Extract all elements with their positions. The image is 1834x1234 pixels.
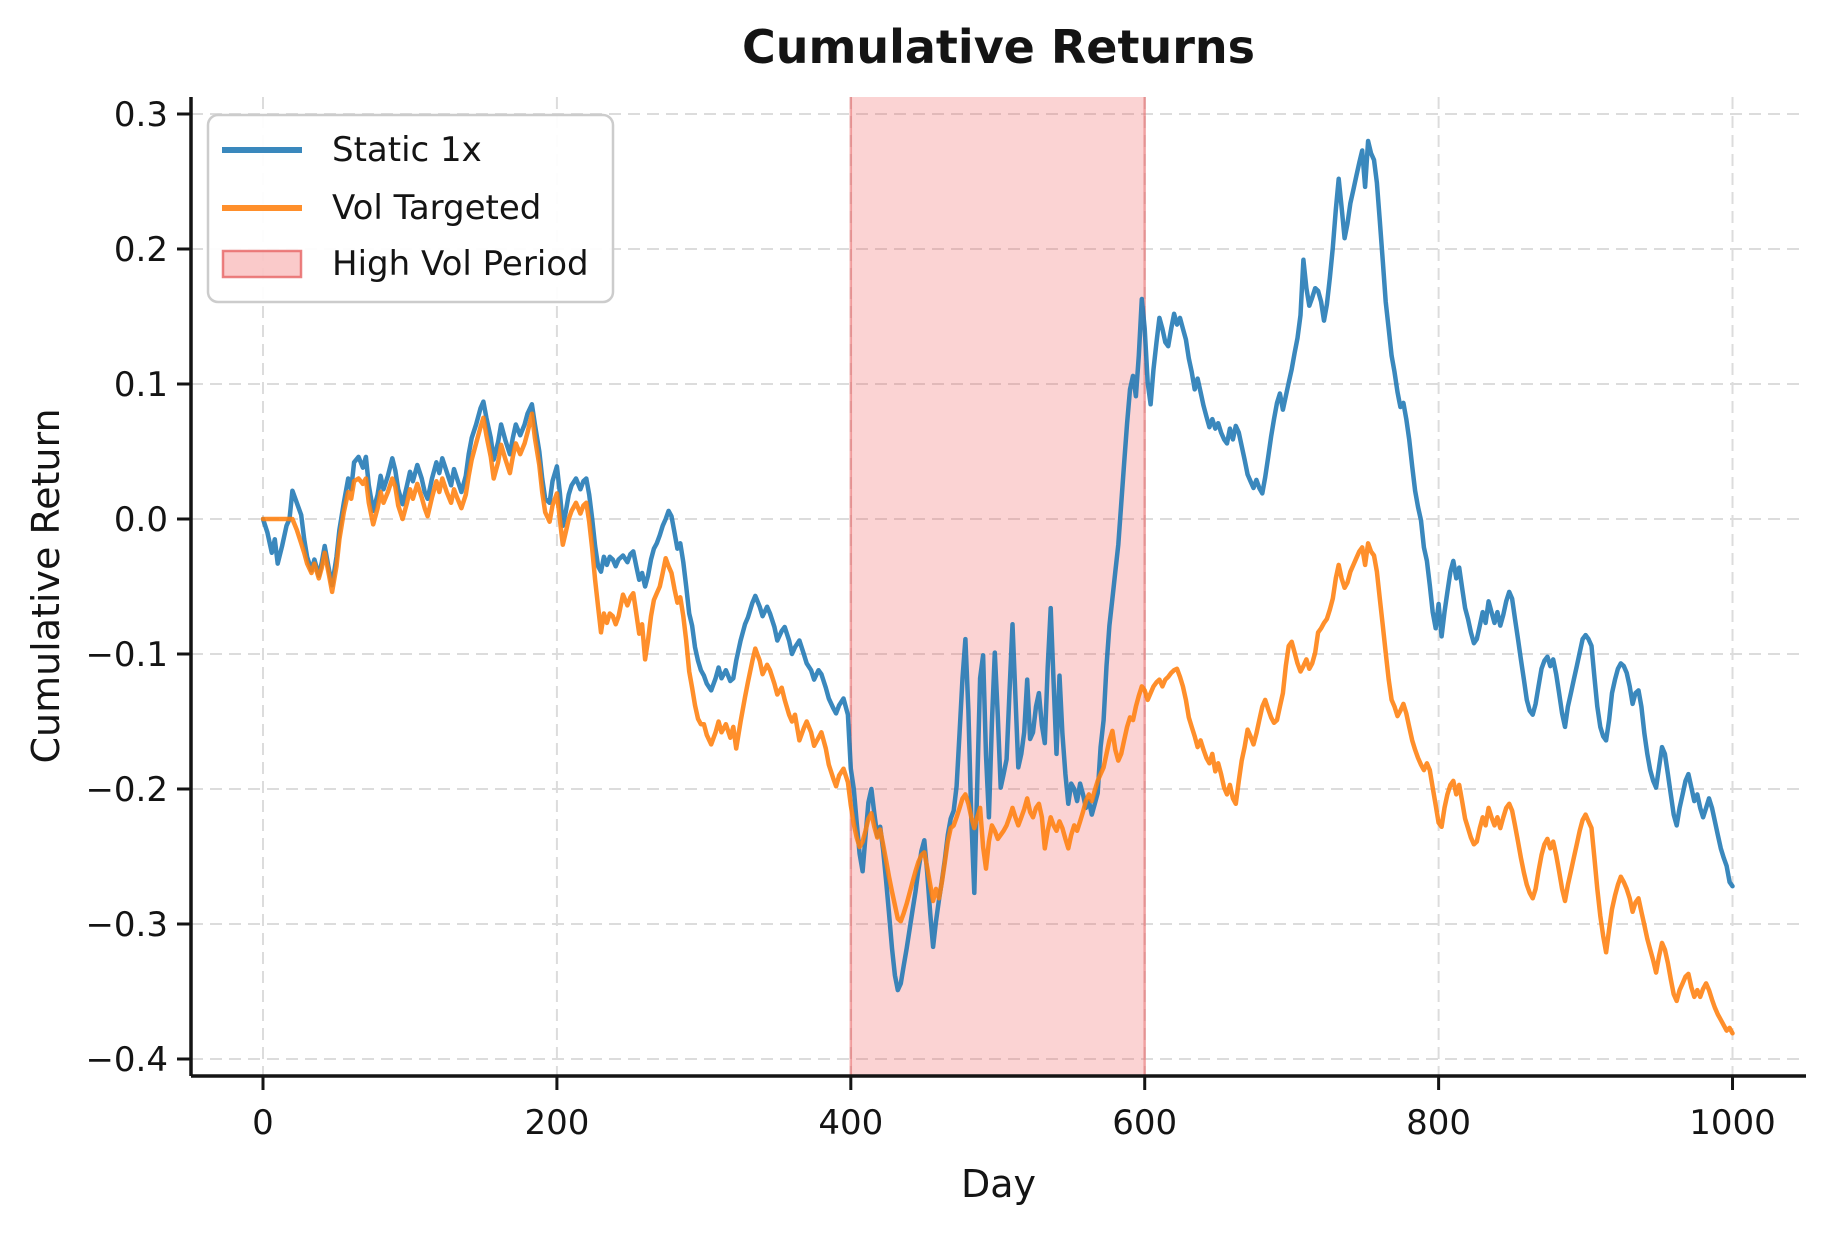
- y-tick-label: −0.1: [85, 635, 168, 675]
- y-tick-label: 0.2: [114, 230, 168, 270]
- legend-box: [206, 113, 615, 304]
- x-tick-label: 0: [252, 1103, 274, 1143]
- x-tick-label: 200: [524, 1103, 589, 1143]
- x-tick-label: 400: [818, 1103, 883, 1143]
- high-vol-band: [850, 97, 1145, 1076]
- legend-patch-swatch-high-vol: [221, 249, 303, 279]
- legend-label: Static 1x: [332, 130, 482, 170]
- y-tick-label: 0.0: [114, 500, 168, 540]
- series-line-static-1x: [260, 138, 1735, 993]
- x-axis-label: Day: [960, 1162, 1037, 1206]
- legend-label: High Vol Period: [332, 244, 589, 284]
- y-tick-label: −0.4: [85, 1040, 168, 1080]
- y-tick-label: 0.3: [114, 95, 168, 135]
- x-tick-label: 1000: [1689, 1103, 1776, 1143]
- y-tick-label: −0.3: [85, 905, 168, 945]
- legend-label: Vol Targeted: [332, 188, 541, 228]
- chart-title: Cumulative Returns: [741, 20, 1256, 74]
- y-tick-label: −0.2: [85, 770, 168, 810]
- series-line-vol-targeted: [260, 411, 1735, 1036]
- y-tick-label: 0.1: [114, 365, 168, 405]
- x-tick-label: 600: [1112, 1103, 1177, 1143]
- x-tick-label: 800: [1406, 1103, 1471, 1143]
